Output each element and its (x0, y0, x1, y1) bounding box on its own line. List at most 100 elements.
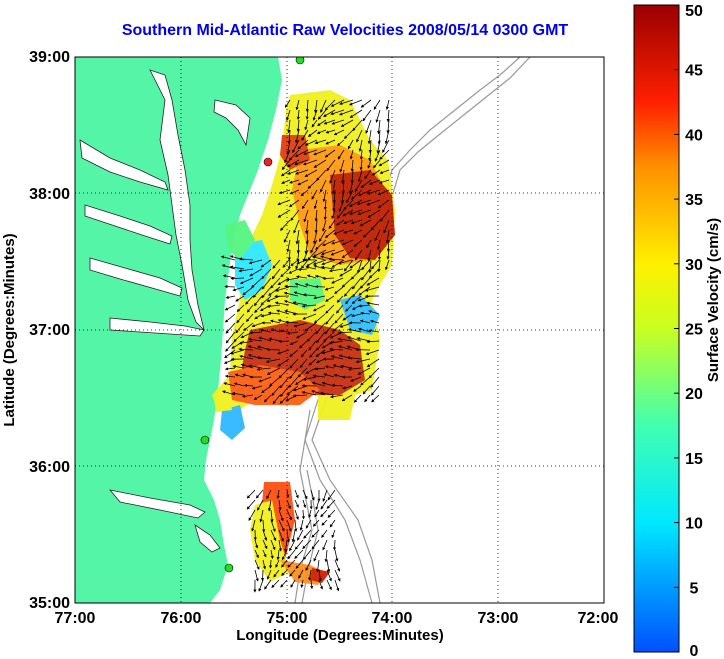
velocity-arrow (336, 219, 345, 226)
velocity-arrow (235, 322, 245, 334)
velocity-arrow (367, 249, 372, 262)
station-marker (263, 157, 273, 167)
velocity-arrow (365, 349, 380, 356)
velocity-arrow (359, 219, 372, 227)
velocity-arrow (322, 489, 328, 502)
velocity-arrow (255, 489, 264, 499)
velocity-arrow (266, 367, 281, 375)
velocity-arrow (327, 489, 336, 501)
velocity-arrow (345, 304, 353, 312)
velocity-arrow (351, 189, 363, 200)
colorbar-gradient (633, 4, 680, 653)
velocity-arrow (281, 179, 291, 184)
velocity-arrow (229, 265, 245, 270)
velocity-arrow (366, 199, 381, 206)
velocity-arrow (297, 139, 309, 150)
velocity-arrow (337, 259, 353, 265)
velocity-arrow (320, 179, 327, 193)
velocity-arrow (334, 569, 341, 582)
velocity-arrow (352, 119, 363, 132)
velocity-arrow (352, 286, 362, 298)
velocity-arrow (289, 367, 299, 380)
velocity-arrow (376, 139, 381, 154)
velocity-arrow (365, 119, 372, 134)
colorbar-tick-label: 10 (685, 516, 703, 533)
velocity-arrow (305, 559, 312, 571)
velocity-arrow (358, 139, 363, 152)
velocity-arrow (341, 169, 345, 185)
x-tick-label: 73:00 (478, 610, 519, 627)
velocity-arrow (270, 319, 281, 324)
velocity-arrow (268, 337, 281, 342)
velocity-arrow (262, 549, 267, 558)
velocity-arrow (287, 549, 296, 560)
velocity-arrow (268, 286, 281, 296)
velocity-arrow (299, 340, 308, 349)
velocity-arrow (260, 295, 272, 306)
velocity-arrow (324, 549, 328, 563)
velocity-arrow (366, 358, 380, 368)
velocity-arrow (307, 129, 318, 137)
velocity-arrow (251, 277, 263, 288)
velocity-arrow (328, 340, 344, 345)
velocity-arrow (307, 179, 318, 189)
velocity-arrow (370, 376, 380, 388)
velocity-arrow (281, 569, 288, 576)
velocity-arrow (343, 199, 354, 211)
velocity-arrow (353, 229, 363, 235)
velocity-arrow (230, 349, 245, 355)
velocity-arrow (286, 499, 291, 510)
velocity-arrow (307, 249, 318, 261)
velocity-arrow (353, 385, 362, 392)
velocity-arrow (364, 169, 372, 180)
velocity-arrow (353, 394, 362, 403)
velocity-arrow (327, 509, 336, 518)
velocity-arrow (326, 159, 336, 172)
velocity-arrow (267, 499, 272, 512)
velocity-arrow (380, 209, 390, 222)
colorbar-tick-label: 25 (685, 322, 703, 339)
velocity-arrow (293, 385, 308, 392)
velocity-arrow (266, 489, 272, 500)
velocity-arrow (301, 199, 309, 210)
velocity-arrow (347, 328, 362, 333)
velocity-arrow (247, 345, 263, 351)
velocity-arrow (224, 285, 236, 289)
velocity-arrow (348, 179, 354, 195)
velocity-arrow (349, 199, 363, 207)
velocity-arrow (317, 109, 327, 120)
velocity-arrow (323, 119, 336, 125)
velocity-arrow (346, 356, 362, 360)
velocity-arrow (308, 358, 317, 366)
velocity-arrow (297, 179, 309, 186)
x-axis: 77:00 76:00 75:00 74:00 73:00 72:00 Long… (55, 610, 619, 644)
velocity-arrow (289, 539, 296, 552)
velocity-arrow (292, 139, 300, 154)
velocity-arrow (377, 239, 381, 251)
velocity-arrow (358, 286, 371, 296)
velocity-arrow (355, 358, 371, 364)
velocity-arrow (296, 331, 308, 339)
velocity-arrow (254, 569, 259, 582)
velocity-arrow (326, 579, 332, 591)
velocity-arrow (343, 219, 354, 224)
velocity-arrow (359, 277, 371, 289)
velocity-arrow (279, 394, 290, 404)
velocity-arrow (304, 283, 317, 288)
velocity-arrow (329, 169, 336, 184)
velocity-arrow (315, 322, 326, 335)
velocity-arrow (357, 367, 371, 375)
velocity-arrow (284, 149, 291, 164)
velocity-arrow (343, 259, 354, 272)
velocity-arrow (296, 239, 300, 254)
velocity-arrow (246, 304, 254, 313)
velocity-arrow (302, 313, 317, 320)
velocity-arrow (301, 129, 309, 141)
velocity-arrow (248, 337, 263, 342)
velocity-arrow (254, 549, 259, 559)
velocity-arrow (382, 139, 390, 154)
velocity-arrow (343, 229, 354, 234)
velocity-arrow (368, 367, 380, 379)
colorbar-tick-label: 50 (685, 3, 703, 20)
velocity-arrow (251, 322, 263, 328)
